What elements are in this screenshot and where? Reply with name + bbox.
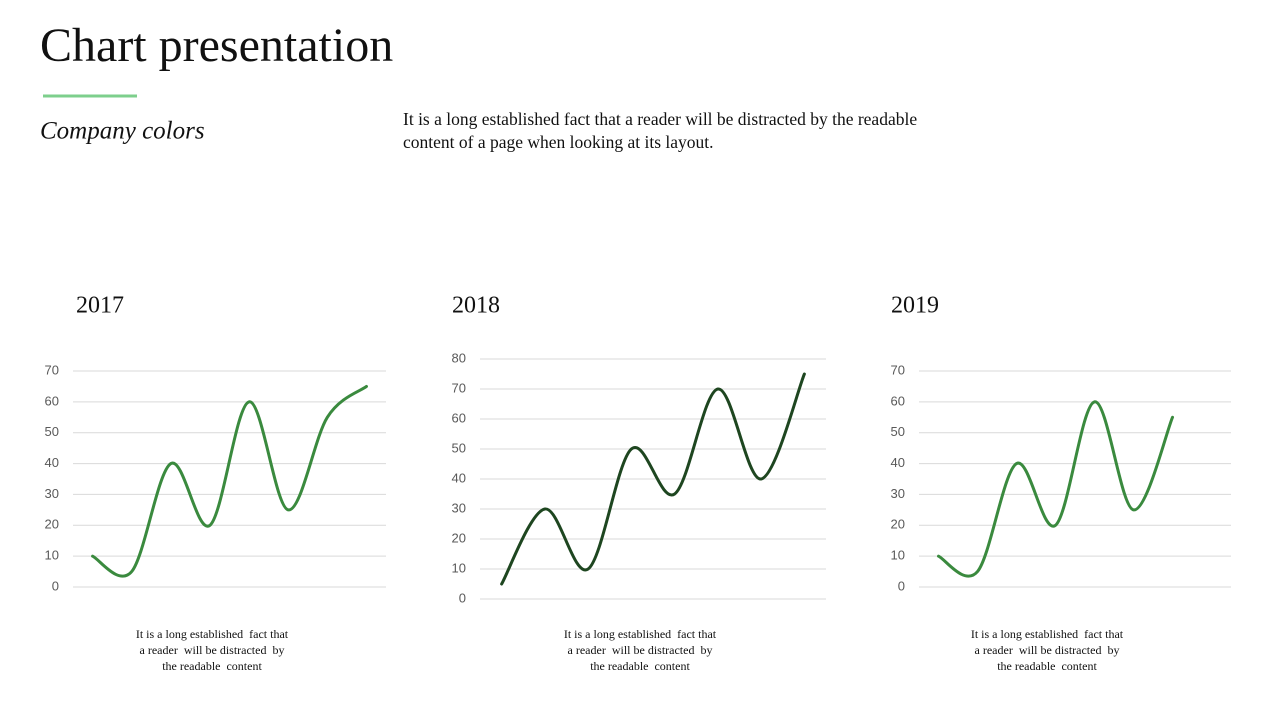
y-tick-label: 70 [45,362,59,377]
y-tick-label: 20 [452,530,466,545]
y-tick-label: 50 [45,424,59,439]
y-tick-label: 70 [891,362,905,377]
chart-title: 2017 [76,293,124,319]
y-tick-label: 50 [452,440,466,455]
subtitle: Company colors [40,118,205,145]
y-tick-label: 0 [459,590,466,605]
y-tick-label: 30 [891,486,905,501]
y-tick-label: 0 [52,578,59,593]
y-tick-label: 60 [45,393,59,408]
data-line [91,384,368,578]
y-tick-label: 30 [452,500,466,515]
y-tick-label: 60 [891,393,905,408]
y-tick-label: 30 [45,486,59,501]
chart-title: 2019 [891,293,939,319]
chart-caption: a reader will be distracted by [568,643,713,657]
y-tick-label: 0 [898,578,905,593]
description-line: It is a long established fact that a rea… [403,109,917,129]
y-tick-label: 40 [45,455,59,470]
y-tick-label: 40 [891,455,905,470]
chart-caption: a reader will be distracted by [140,643,285,657]
y-tick-label: 10 [45,548,59,563]
chart-caption: It is a long established fact that [564,627,717,641]
y-tick-label: 40 [452,470,466,485]
y-tick-label: 70 [452,380,466,395]
description-line: content of a page when looking at its la… [403,132,714,152]
chart-caption: the readable content [997,659,1097,673]
y-tick-label: 10 [891,548,905,563]
chart-caption: the readable content [162,659,262,673]
chart-caption: a reader will be distracted by [975,643,1120,657]
chart-caption: It is a long established fact that [136,627,289,641]
y-tick-label: 80 [452,350,466,365]
y-tick-label: 10 [452,560,466,575]
data-line [500,372,806,586]
chart-caption: the readable content [590,659,690,673]
y-tick-label: 60 [452,410,466,425]
slide-title: Chart presentation [40,19,393,72]
chart-title: 2018 [452,293,500,319]
chart-caption: It is a long established fact that [971,627,1124,641]
y-tick-label: 50 [891,424,905,439]
y-tick-label: 20 [891,517,905,532]
y-tick-label: 20 [45,517,59,532]
data-line [937,400,1174,578]
